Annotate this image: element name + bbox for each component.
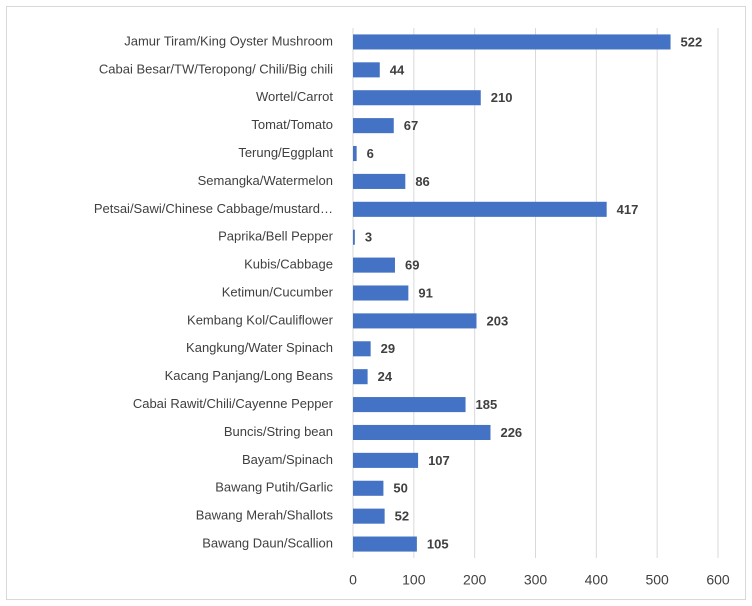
y-tick-label: Tomat/Tomato bbox=[251, 117, 333, 132]
bar bbox=[353, 90, 481, 106]
bar bbox=[353, 62, 380, 78]
bar bbox=[353, 397, 466, 413]
y-tick-label: Kacang Panjang/Long Beans bbox=[165, 368, 334, 383]
bar bbox=[353, 480, 384, 496]
data-label: 6 bbox=[367, 146, 374, 161]
y-tick-label: Petsai/Sawi/Chinese Cabbage/mustard… bbox=[94, 201, 333, 216]
x-tick-label: 0 bbox=[349, 572, 357, 588]
data-label: 226 bbox=[500, 425, 522, 440]
y-tick-label: Bayam/Spinach bbox=[242, 452, 333, 467]
data-label: 91 bbox=[418, 285, 432, 300]
x-tick-label: 600 bbox=[706, 572, 730, 588]
data-label: 185 bbox=[476, 397, 498, 412]
y-tick-label: Cabai Besar/TW/Teropong/ Chili/Big chili bbox=[99, 61, 333, 76]
bar bbox=[353, 173, 406, 189]
data-label: 50 bbox=[393, 481, 407, 496]
y-tick-label: Jamur Tiram/King Oyster Mushroom bbox=[124, 33, 333, 48]
bar bbox=[353, 508, 385, 524]
data-label: 67 bbox=[404, 118, 418, 133]
data-label: 210 bbox=[491, 90, 513, 105]
data-label: 69 bbox=[405, 258, 419, 273]
bar bbox=[353, 424, 491, 441]
y-tick-label: Ketimun/Cucumber bbox=[222, 284, 334, 299]
y-tick-label: Semangka/Watermelon bbox=[198, 173, 333, 188]
data-label: 3 bbox=[365, 230, 372, 245]
x-tick-label: 100 bbox=[402, 572, 426, 588]
data-label: 52 bbox=[395, 509, 409, 524]
data-label: 29 bbox=[381, 341, 395, 356]
chart-border bbox=[6, 6, 746, 600]
bar bbox=[353, 313, 477, 329]
y-tick-label: Kangkung/Water Spinach bbox=[186, 340, 333, 355]
bar bbox=[353, 452, 419, 468]
bar bbox=[353, 145, 357, 162]
data-label: 86 bbox=[415, 174, 429, 189]
y-tick-label: Cabai Rawit/Chili/Cayenne Pepper bbox=[133, 396, 334, 411]
bar bbox=[353, 341, 371, 357]
x-tick-label: 200 bbox=[463, 572, 487, 588]
bar bbox=[353, 536, 417, 552]
y-tick-label: Buncis/String bean bbox=[224, 424, 333, 439]
y-tick-label: Bawang Putih/Garlic bbox=[215, 480, 333, 495]
x-tick-label: 300 bbox=[524, 572, 548, 588]
y-tick-label: Bawang Daun/Scallion bbox=[202, 535, 333, 550]
data-label: 107 bbox=[428, 453, 450, 468]
bar bbox=[353, 257, 395, 273]
y-tick-label: Wortel/Carrot bbox=[256, 89, 333, 104]
bar bbox=[353, 229, 355, 245]
bar bbox=[353, 118, 394, 134]
bar bbox=[353, 34, 671, 50]
y-tick-label: Kubis/Cabbage bbox=[244, 257, 333, 272]
data-label: 522 bbox=[681, 34, 703, 49]
bar bbox=[353, 285, 409, 301]
y-tick-label: Bawang Merah/Shallots bbox=[196, 508, 334, 523]
data-label: 417 bbox=[617, 202, 639, 217]
y-tick-label: Terung/Eggplant bbox=[238, 145, 333, 160]
data-label: 203 bbox=[486, 313, 508, 328]
data-label: 105 bbox=[427, 536, 449, 551]
bar bbox=[353, 369, 368, 385]
data-label: 24 bbox=[378, 369, 393, 384]
data-label: 44 bbox=[390, 62, 405, 77]
y-tick-label: Kembang Kol/Cauliflower bbox=[187, 312, 334, 327]
x-tick-label: 400 bbox=[585, 572, 609, 588]
bar bbox=[353, 201, 607, 217]
x-tick-label: 500 bbox=[645, 572, 669, 588]
y-tick-label: Paprika/Bell Pepper bbox=[218, 229, 334, 244]
